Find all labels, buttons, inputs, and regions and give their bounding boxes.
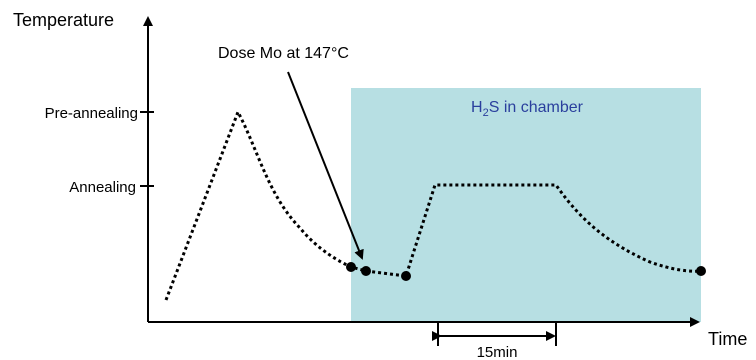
- dose-annotation: Dose Mo at 147°C: [218, 45, 349, 62]
- tick-label-annealing: Annealing: [69, 179, 136, 196]
- point-marker: [361, 266, 371, 276]
- h2s-region-label: H2S in chamber: [471, 99, 584, 119]
- temperature-profile: [164, 108, 702, 301]
- point-marker: [696, 266, 706, 276]
- y-axis-label: Temperature: [13, 10, 114, 30]
- point-marker: [401, 271, 411, 281]
- point-marker: [346, 262, 356, 272]
- duration-label: 15min: [477, 344, 518, 360]
- tick-label-pre-annealing: Pre-annealing: [45, 105, 138, 122]
- x-axis-label: Time: [708, 329, 747, 349]
- dose-arrow: [287, 71, 364, 260]
- h2s-region: [351, 88, 701, 322]
